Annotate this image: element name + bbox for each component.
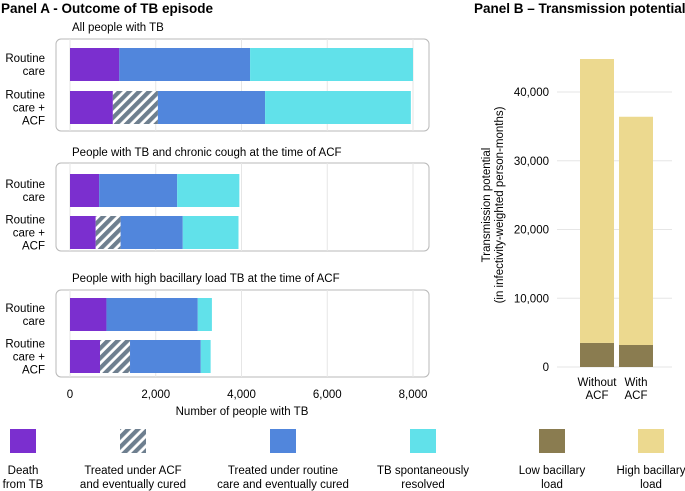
category-label: care (23, 316, 45, 328)
bar-segment (580, 342, 614, 367)
bar-segment (157, 91, 266, 124)
legend-swatch (270, 429, 296, 453)
legend-label: resolved (401, 479, 444, 491)
bar-segment (112, 91, 158, 124)
legend-label: Treated under routine (228, 465, 338, 477)
bar-segment (95, 216, 121, 249)
x-axis-label: Number of people with TB (176, 406, 309, 418)
legend-item: High bacillary load (616, 429, 685, 491)
bar-segment (70, 340, 101, 373)
bar-segment (619, 345, 653, 367)
bar-segment (70, 91, 113, 124)
bar-segment (106, 298, 198, 331)
bar-segment (130, 340, 201, 373)
x-tick-label: 6,000 (313, 389, 342, 401)
category-label: ACF (22, 241, 45, 253)
x-tick-label: 0 (67, 389, 73, 401)
legend-swatch (10, 429, 36, 453)
legend-swatch (539, 429, 565, 453)
y-axis-label-line: (in infectivity-weighted person-months) (494, 106, 506, 303)
category-label: Routine (5, 339, 45, 351)
legend-item: TB spontaneously resolved (377, 429, 469, 491)
legend-label: High bacillary (616, 465, 685, 477)
legend-item: Treated under routine care and eventually… (217, 429, 349, 491)
category-label: Routine (5, 53, 45, 65)
bar-segment (119, 48, 251, 81)
legend-item: Low bacillary load (519, 429, 586, 491)
bar-segment (70, 298, 107, 331)
panel-a-title: Panel A - Outcome of TB episode (1, 1, 214, 16)
bar-segment (177, 174, 240, 207)
bar-segment (120, 216, 183, 249)
y-tick-label: 10,000 (514, 293, 549, 305)
category-label: care + (13, 352, 46, 364)
category-label: care (23, 192, 45, 204)
x-tick-label: 8,000 (399, 389, 428, 401)
legend-label: TB spontaneously (377, 465, 469, 477)
category-label: care + (13, 103, 46, 115)
bar-segment (70, 174, 100, 207)
facet-3: People with high bacillary load TB at th… (5, 273, 430, 378)
legend-label: Treated under ACF (84, 465, 181, 477)
category-label: ACF (586, 390, 609, 402)
facet-title: All people with TB (72, 22, 164, 34)
category-label: Routine (5, 90, 45, 102)
bar-segment (250, 48, 413, 81)
legend: Death from TB Treated under ACF and eventua… (3, 429, 685, 491)
legend-label: Death (8, 465, 39, 477)
y-tick-label: 20,000 (514, 225, 549, 237)
legend-swatch (120, 429, 146, 453)
legend-label: and eventually cured (80, 479, 186, 491)
legend-swatch (638, 429, 664, 453)
category-label: ACF (625, 390, 648, 402)
category-label: With (625, 377, 648, 389)
panel-a-outcome-chart: All people with TBRoutinecareRoutinecare… (5, 22, 430, 418)
facet-title: People with high bacillary load TB at th… (72, 273, 340, 285)
legend-label: care and eventually cured (217, 479, 349, 491)
legend-label: load (640, 479, 662, 491)
legend-label: load (541, 479, 563, 491)
y-tick-label: 0 (543, 362, 549, 374)
category-label: ACF (22, 365, 45, 377)
category-label: care (23, 66, 45, 78)
y-axis-label: Transmission potential (in infectivity-we… (481, 106, 506, 303)
facet-1: All people with TBRoutinecareRoutinecare… (5, 22, 430, 132)
bar-segment (265, 91, 411, 124)
category-label: Routine (5, 215, 45, 227)
panel-b-title: Panel B – Transmission potential (474, 1, 685, 16)
legend-item: Treated under ACF and eventually cured (80, 429, 186, 491)
category-label: Routine (5, 179, 45, 191)
legend-swatch (410, 429, 436, 453)
bar-segment (70, 216, 96, 249)
category-label: Routine (5, 303, 45, 315)
y-axis-label-line: Transmission potential (481, 148, 493, 263)
legend-item: Death from TB (3, 429, 44, 491)
bar-segment (70, 48, 120, 81)
legend-label: Low bacillary (519, 465, 586, 477)
category-label: care + (13, 228, 46, 240)
bar-segment (197, 298, 212, 331)
bar-segment (619, 116, 653, 345)
bar-segment (580, 59, 614, 343)
panel-b-transmission-chart: 010,00020,00030,00040,000WithoutACFWithA… (481, 37, 672, 402)
y-tick-label: 40,000 (514, 87, 549, 99)
category-label: ACF (22, 116, 45, 128)
plot-area (557, 37, 672, 379)
bar-segment (200, 340, 211, 373)
facet-2: People with TB and chronic cough at the … (5, 147, 430, 253)
bar-segment (99, 174, 178, 207)
bar-segment (100, 340, 131, 373)
facet-title: People with TB and chronic cough at the … (72, 147, 342, 159)
x-tick-label: 2,000 (141, 389, 170, 401)
bar-segment (182, 216, 239, 249)
x-tick-label: 4,000 (227, 389, 256, 401)
category-label: Without (578, 377, 618, 389)
legend-label: from TB (3, 479, 44, 491)
y-tick-label: 30,000 (514, 156, 549, 168)
